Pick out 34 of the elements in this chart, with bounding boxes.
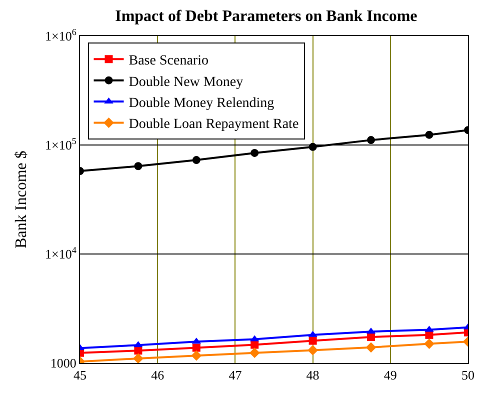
point (366, 342, 376, 353)
point (192, 156, 200, 164)
point (250, 148, 259, 157)
point (134, 162, 142, 170)
point (308, 142, 317, 151)
x-tick-label: 46 (151, 368, 165, 383)
x-tick-label: 47 (228, 368, 242, 383)
point (249, 348, 260, 358)
y-tick-label: 1000 (50, 356, 76, 371)
legend-label: Base Scenario (128, 54, 208, 69)
point (425, 130, 434, 139)
point (425, 330, 434, 339)
point (191, 350, 202, 361)
x-tick-label: 45 (74, 368, 86, 383)
chart-title: Impact of Debt Parameters on Bank Income (115, 8, 418, 26)
point (134, 346, 142, 355)
point (308, 345, 318, 356)
point (424, 338, 434, 350)
y-axis-title: Bank Income $ (12, 150, 30, 248)
y-tick-label: 1×10$^{4}$ (45, 245, 77, 262)
x-tick-label: 48 (306, 368, 320, 383)
legend-label: Double Loan Repayment Rate (128, 117, 299, 132)
y-tick-label: 1×10$^{6}$ (45, 27, 77, 44)
point (192, 344, 200, 352)
point (308, 336, 317, 345)
point (367, 136, 375, 144)
point (367, 333, 375, 342)
y-tick-label: 1×10$^{5}$ (45, 136, 77, 153)
x-tick-label: 49 (384, 368, 397, 383)
legend-label: Double Money Relending (128, 96, 274, 111)
legend-label: Double New Money (128, 74, 244, 90)
x-tick-label: 50 (462, 368, 474, 383)
point (250, 340, 259, 349)
point (133, 353, 144, 363)
